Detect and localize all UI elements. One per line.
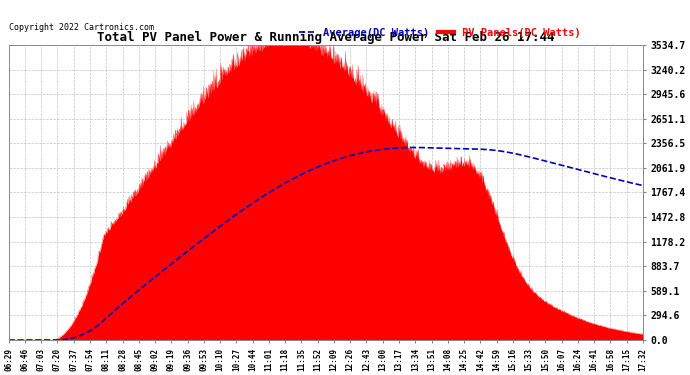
Title: Total PV Panel Power & Running Average Power Sat Feb 26 17:44: Total PV Panel Power & Running Average P… [97, 31, 555, 44]
Text: Copyright 2022 Cartronics.com: Copyright 2022 Cartronics.com [9, 22, 154, 32]
Legend: Average(DC Watts), PV Panels(DC Watts): Average(DC Watts), PV Panels(DC Watts) [295, 24, 584, 42]
